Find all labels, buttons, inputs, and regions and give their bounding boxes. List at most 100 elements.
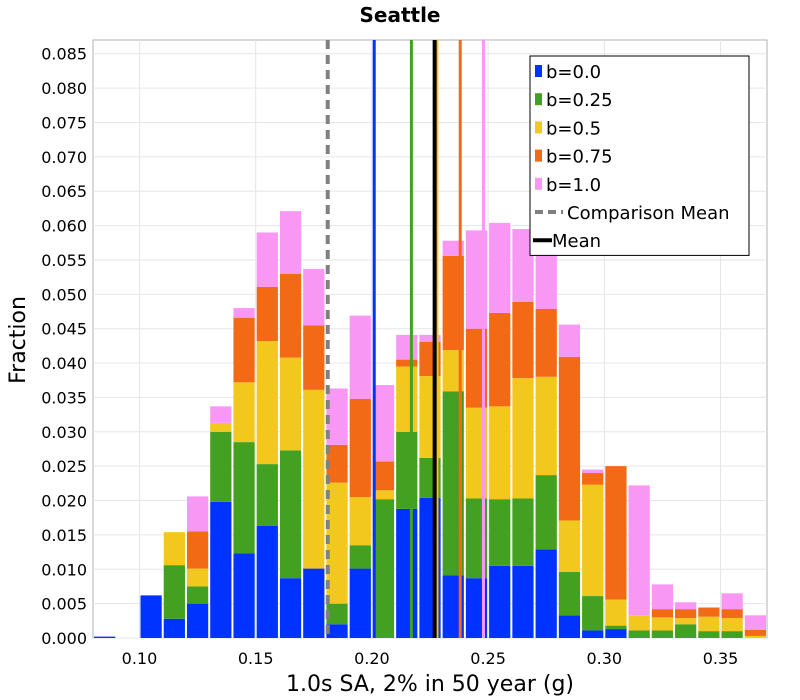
bar-segment [233, 308, 255, 318]
bar-segment [256, 286, 278, 342]
bar-segment [233, 317, 255, 383]
bar-segment [279, 273, 302, 358]
bar-segment [442, 255, 464, 350]
legend-swatch [535, 177, 542, 190]
bar-segment [326, 444, 348, 483]
y-tick-label: 0.070 [41, 148, 87, 167]
bar-segment [489, 565, 511, 638]
legend-swatch [535, 149, 542, 162]
bar-segment [442, 575, 464, 638]
bar-segment [558, 324, 581, 357]
bar-segment [442, 349, 464, 392]
bar-segment [698, 607, 720, 617]
bar-segment [186, 568, 209, 587]
bar-segment [651, 609, 674, 618]
bar-segment [721, 618, 743, 632]
bar-segment [396, 334, 418, 360]
bar-segment [256, 341, 278, 465]
bar-segment [396, 508, 418, 638]
bar-segment [303, 268, 325, 326]
bar-segment [558, 520, 581, 573]
bar-segment [675, 618, 697, 625]
bar-segment [396, 366, 418, 432]
x-tick-label: 0.20 [354, 649, 390, 668]
bar-segment [210, 501, 232, 638]
bar-segment [163, 618, 185, 638]
y-tick-label: 0.045 [41, 320, 87, 339]
bar-segment [163, 565, 185, 619]
legend-swatch [535, 93, 542, 106]
bar-segment [396, 431, 418, 509]
bar-segment [744, 615, 766, 630]
bar-segment [163, 532, 185, 566]
bar-segment [489, 222, 511, 313]
x-axis-ticks: 0.10 0.15 0.20 0.25 0.30 0.35 [122, 649, 739, 668]
bar-segment [372, 461, 395, 491]
bar-segment [512, 378, 534, 499]
y-tick-label: 0.040 [41, 354, 87, 373]
bar-segment [256, 232, 278, 287]
bar-segment [442, 240, 464, 256]
bar-segment [675, 609, 697, 619]
bar-segment [489, 499, 511, 566]
bar-segment [651, 630, 674, 638]
bar-segment [512, 229, 534, 302]
bar-segment [698, 631, 720, 638]
bar-segment [744, 635, 766, 638]
legend-swatch [535, 65, 542, 77]
bar-segment [582, 473, 604, 485]
legend: b=0.0 b=0.25 b=0.5 b=0.75 b=1.0 Comparison Me… [529, 55, 750, 256]
x-axis-title: 1.0s SA, 2% in 50 year (g) [286, 672, 574, 697]
bar-segment [279, 357, 302, 451]
bar-segment [210, 431, 232, 502]
bar-segment [582, 469, 604, 474]
x-tick-label: 0.25 [470, 649, 506, 668]
bar-segment [558, 356, 581, 521]
bar-segment [512, 565, 534, 638]
bar-segment [396, 359, 418, 367]
bar-segment [279, 211, 302, 274]
bar-segment [535, 475, 557, 550]
bar-segment [582, 630, 604, 638]
y-tick-label: 0.055 [41, 251, 87, 270]
bar-segment [651, 584, 674, 610]
bar-segment [535, 308, 557, 377]
bar-segment [512, 498, 534, 566]
y-tick-label: 0.010 [41, 560, 87, 579]
x-tick-label: 0.35 [703, 649, 739, 668]
y-tick-label: 0.020 [41, 492, 87, 511]
bar-segment [698, 607, 720, 608]
bar-segment [628, 615, 650, 631]
bar-segment [558, 615, 581, 638]
bar-segment [535, 549, 557, 638]
bar-segment [582, 596, 604, 631]
bar-segment [210, 406, 232, 423]
bar-segment [303, 389, 325, 569]
bar-segment [140, 595, 162, 638]
bar-segment [349, 497, 371, 546]
legend-label: b=1.0 [546, 175, 601, 196]
bar-segment [233, 442, 255, 554]
bar-segment [186, 586, 209, 604]
mean-lines [325, 40, 485, 638]
bar-segment [512, 301, 534, 379]
bar-segment [419, 334, 441, 342]
bar-segment [326, 388, 348, 445]
bar-segment [303, 568, 325, 638]
bar-segment [349, 398, 371, 498]
y-tick-label: 0.065 [41, 182, 87, 201]
y-tick-label: 0.000 [41, 629, 87, 648]
legend-label: Mean [552, 231, 601, 252]
bar-segment [186, 496, 209, 532]
bar-segment [605, 466, 627, 600]
y-tick-label: 0.025 [41, 457, 87, 476]
y-tick-label: 0.060 [41, 217, 87, 236]
y-tick-label: 0.035 [41, 388, 87, 407]
bar-segment [465, 328, 488, 408]
chart-title: Seattle [359, 3, 440, 27]
bar-segment [465, 407, 488, 499]
bar-segment [233, 382, 255, 443]
bar-segment [465, 578, 488, 638]
bar-segment [628, 630, 650, 638]
